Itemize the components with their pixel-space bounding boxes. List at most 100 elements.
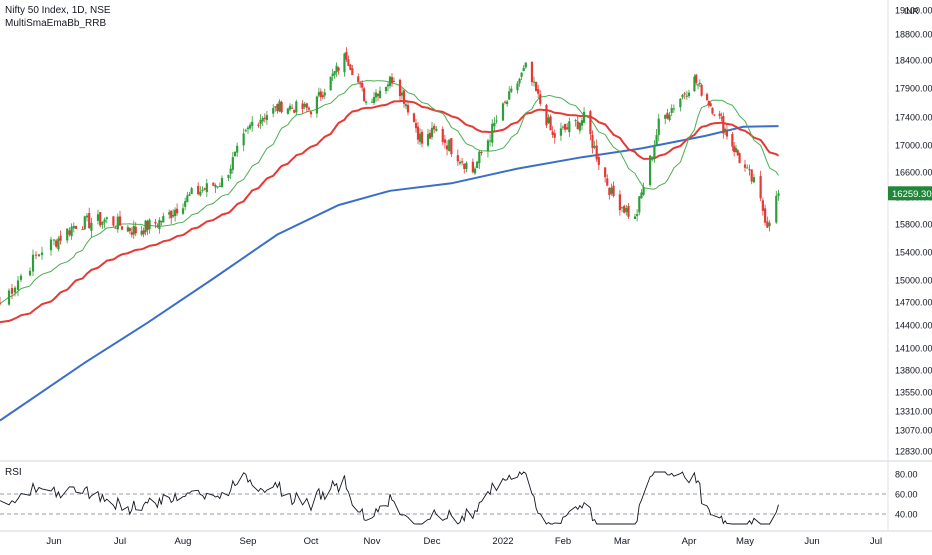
price-tick-label: 18400.00 (895, 56, 932, 66)
price-tick-label: 18800.00 (895, 30, 932, 40)
candle-body (168, 212, 171, 215)
candle-body (390, 77, 394, 83)
candle-body (545, 105, 548, 126)
candle-body (236, 145, 239, 153)
chart-legend: Nifty 50 Index, 1D, NSE MultiSmaEmaBb_RR… (5, 4, 111, 30)
candle-body (99, 212, 102, 226)
candle-body (359, 83, 362, 85)
indicator-title[interactable]: MultiSmaEmaBb_RRB (5, 18, 107, 29)
candle-body (418, 133, 422, 142)
candle-body (510, 88, 513, 92)
candle-body (738, 153, 741, 163)
rsi-tick-label: 60.00 (895, 490, 918, 500)
candle-body (430, 127, 434, 138)
candle-body (70, 226, 73, 237)
symbol-title[interactable]: Nifty 50 Index, 1D, NSE (5, 5, 111, 16)
candle-body (582, 111, 586, 123)
candle-body (293, 109, 296, 113)
candle-body (638, 196, 641, 213)
candle-body (148, 219, 151, 230)
rsi-pane-title[interactable]: RSI (5, 467, 22, 478)
sma-long-line (0, 125, 779, 422)
candle-body (642, 187, 645, 195)
candle-body (685, 95, 688, 97)
candle-body (402, 90, 406, 104)
candle-body (625, 208, 628, 213)
candle-body (181, 208, 185, 214)
price-tick-label: 14100.00 (895, 344, 932, 354)
candle-body (90, 222, 93, 231)
candle-body (265, 115, 268, 121)
candle-body (132, 225, 135, 235)
candle-body (305, 103, 308, 108)
last-price-badge (888, 186, 932, 201)
candle-body (257, 124, 260, 126)
price-tick-label: 13550.00 (895, 388, 932, 398)
candle-body (480, 151, 483, 153)
candle-body (461, 161, 464, 163)
price-tick-label: 13070.00 (895, 426, 932, 436)
candle-body (580, 120, 584, 126)
time-tick-label: Dec (424, 536, 441, 547)
candle-body (640, 192, 643, 199)
price-tick-label: 13310.00 (895, 407, 932, 417)
rsi-tick-label: 40.00 (895, 510, 918, 520)
candle-body (343, 53, 346, 73)
candle-body (516, 83, 519, 91)
candle-body (610, 187, 613, 194)
candle-body (329, 76, 332, 91)
candle-body (378, 90, 382, 99)
candle-body (88, 213, 91, 229)
candle-body (441, 128, 444, 142)
candle-body (724, 129, 727, 131)
candle-body (40, 252, 44, 256)
candle-body (591, 134, 594, 148)
candle-body (331, 73, 334, 77)
candle-body (636, 214, 639, 216)
candle-body (433, 125, 436, 130)
candle-body (458, 161, 462, 164)
candle-body (657, 118, 660, 136)
time-tick-label: Aug (175, 536, 192, 547)
candle-body (175, 208, 179, 214)
candle-body (406, 104, 410, 113)
candle-body (249, 124, 252, 129)
candle-body (7, 290, 11, 305)
candle-body (508, 91, 511, 100)
candle-body (620, 207, 624, 209)
candle-body (537, 89, 540, 94)
time-tick-label: Sep (240, 536, 257, 547)
candle-body (752, 177, 756, 183)
candle-body (37, 254, 41, 257)
candle-body (103, 219, 106, 223)
candle-body (190, 188, 193, 195)
candle-body (568, 121, 571, 133)
candle-body (426, 134, 430, 146)
candle-body (503, 101, 507, 103)
time-tick-label: Mar (614, 536, 630, 547)
candle-body (473, 168, 477, 174)
candle-body (448, 139, 451, 152)
candles-group (0, 47, 780, 306)
candle-body (357, 76, 360, 83)
candle-body (445, 145, 449, 150)
candle-body (593, 146, 596, 148)
candle-body (288, 105, 292, 110)
candle-body (307, 107, 310, 110)
candle-body (705, 94, 709, 101)
candle-body (681, 94, 684, 98)
candle-body (212, 182, 215, 186)
candle-body (623, 205, 626, 213)
candle-body (309, 111, 313, 115)
candle-body (506, 101, 509, 104)
candle-body (463, 163, 466, 169)
price-tick-label: 15400.00 (895, 248, 932, 258)
price-tick-label: 13800.00 (895, 366, 932, 376)
price-tick-label: 12830.00 (895, 447, 932, 457)
candle-body (595, 145, 598, 160)
candle-body (535, 81, 538, 92)
candle-body (736, 150, 739, 156)
candle-body (420, 131, 424, 144)
candle-body (551, 131, 554, 135)
